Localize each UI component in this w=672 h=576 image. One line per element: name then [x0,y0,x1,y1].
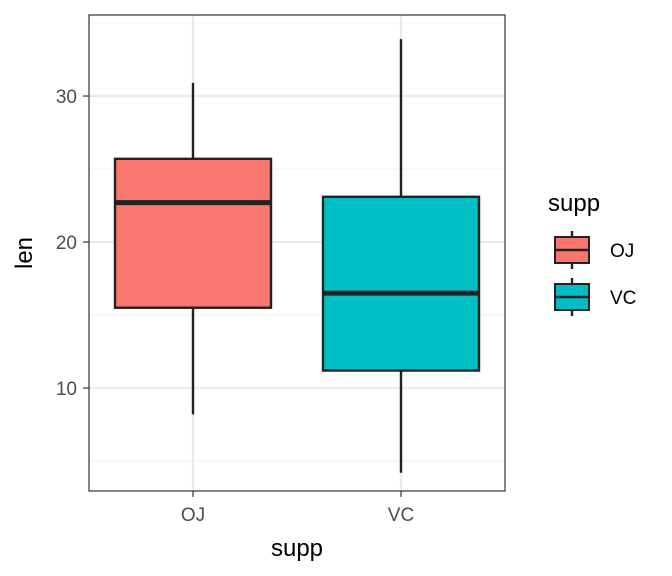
boxes [113,39,481,473]
box-vc [321,39,481,473]
axes: 10 20 30 OJ VC [56,87,414,526]
legend-item-vc: VC [554,278,636,316]
x-axis-title: supp [271,535,323,562]
y-axis-title: len [11,237,38,269]
legend-label: VC [610,288,636,309]
x-tick-label: OJ [181,505,205,526]
legend-entries: OJ VC [554,231,636,316]
y-tick-label: 10 [56,379,77,400]
iqr-box [321,195,481,372]
legend-title: supp [548,190,600,217]
legend: supp OJ VC [548,190,636,316]
x-tick-label: VC [388,505,414,526]
legend-label: OJ [610,241,634,262]
y-tick-label: 20 [56,233,77,254]
panel-border [88,14,506,492]
y-tick-label: 30 [56,87,77,108]
iqr-box [113,157,273,309]
legend-item-oj: OJ [554,231,634,269]
box-oj [113,82,273,415]
